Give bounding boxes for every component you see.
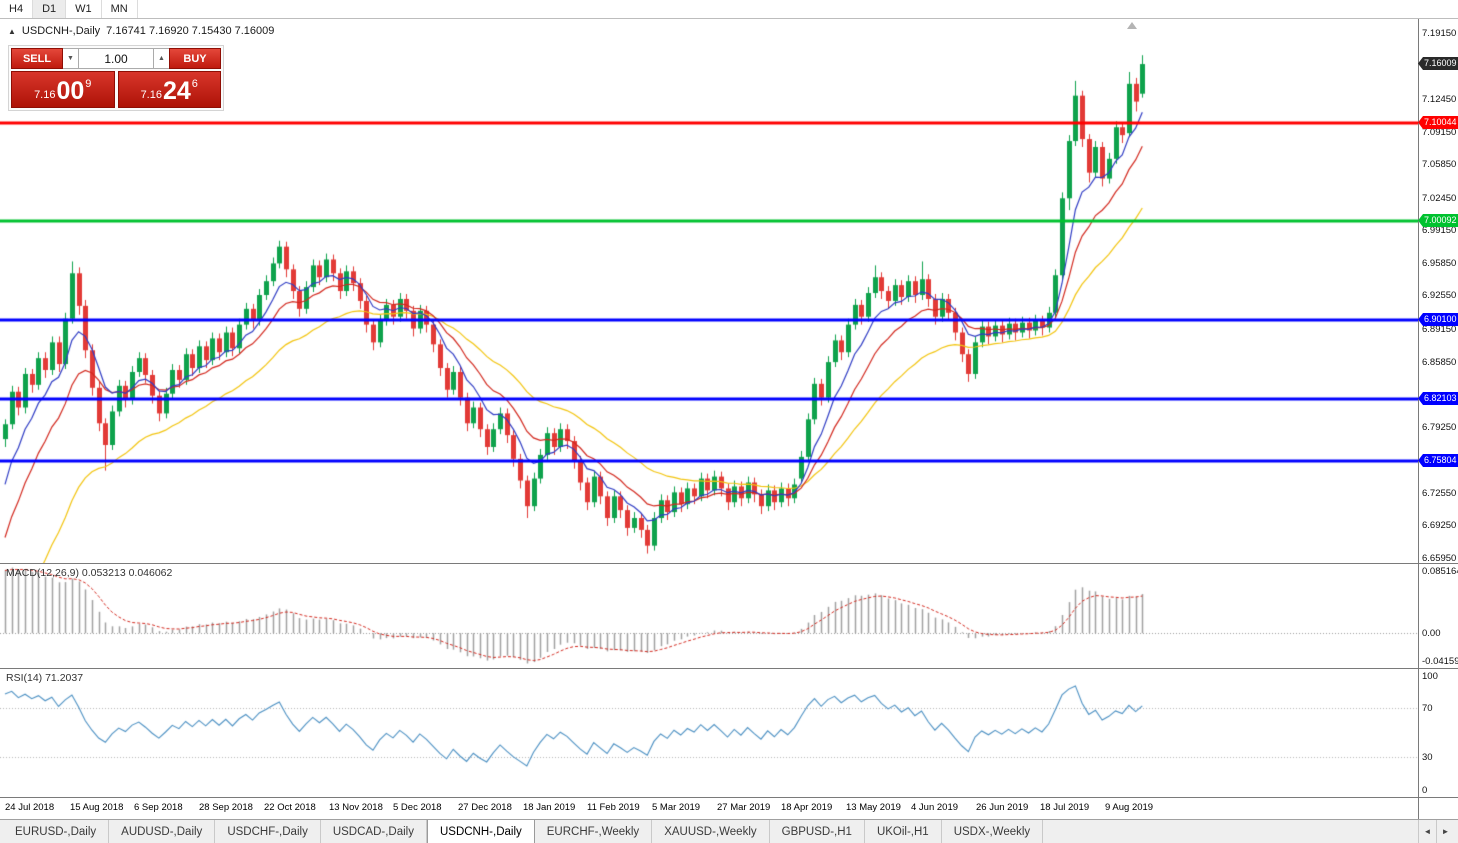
price-axis-label: 7.19150 [1422,28,1457,39]
buy-price-integer: 7.16 [140,89,162,101]
price-axis-label: 6.69250 [1422,520,1457,531]
macd-axis-label: 0.00 [1422,628,1441,639]
sell-price-pips: 00 [56,77,85,105]
tab-eurchf-weekly[interactable]: EURCHF-,Weekly [535,820,653,843]
price-axis-label: 6.85850 [1422,357,1457,368]
price-axis-label: 6.65950 [1422,553,1457,564]
chart-title: ▲ USDCNH-,Daily 7.16741 7.16920 7.15430 … [8,25,274,37]
buy-price-pips: 24 [162,77,191,105]
rsi-axis-label: 100 [1422,671,1438,682]
volume-input[interactable] [78,48,154,69]
price-axis-label: 6.79250 [1422,422,1457,433]
time-axis-label: 28 Sep 2018 [199,802,253,813]
time-axis-label: 26 Jun 2019 [976,802,1029,813]
volume-increase-button[interactable]: ▲ [154,48,169,69]
price-level-tag: 7.10044 [1418,116,1458,129]
tab-usdcad-daily[interactable]: USDCAD-,Daily [321,820,427,843]
time-axis-label: 22 Oct 2018 [264,802,316,813]
rsi-label: RSI(14) 71.2037 [6,672,84,684]
time-axis-label: 13 Nov 2018 [329,802,383,813]
axis-divider [1418,798,1419,819]
caret-up-icon: ▲ [158,55,165,62]
price-axis-label: 6.89150 [1422,324,1457,335]
symbol-marker-icon: ▲ [8,26,16,36]
buy-price-point: 6 [191,78,198,90]
rsi-axis-label: 30 [1422,752,1433,763]
price-axis-label: 7.12450 [1422,94,1457,105]
price-axis-label: 6.72550 [1422,488,1457,499]
time-axis-label: 18 Apr 2019 [781,802,833,813]
price-axis-label: 7.02450 [1422,193,1457,204]
macd-axis-label: 0.085164 [1422,566,1458,577]
rsi-axis-label: 70 [1422,703,1433,714]
time-axis-label: 15 Aug 2018 [70,802,124,813]
tab-usdcnh-daily[interactable]: USDCNH-,Daily [426,820,535,843]
chart-shift-marker-icon [1127,22,1137,29]
rsi-panel: RSI(14) 71.2037 100 70 30 0 [0,668,1458,797]
tab-audusd-daily[interactable]: AUDUSD-,Daily [109,820,216,843]
timeframe-h4-button[interactable]: H4 [0,0,34,18]
macd-axis-label: -0.04159 [1422,656,1458,667]
timeframe-d1-button[interactable]: D1 [33,0,67,18]
macd-canvas[interactable] [0,564,1419,668]
time-axis-label: 18 Jan 2019 [523,802,576,813]
sell-price-integer: 7.16 [34,89,56,101]
rsi-canvas[interactable] [0,669,1419,797]
sell-button[interactable]: SELL [11,48,63,69]
price-axis-label: 6.99150 [1422,225,1457,236]
tab-scroll-left-button[interactable]: ◄ [1418,820,1436,843]
tab-usdx-weekly[interactable]: USDX-,Weekly [942,820,1044,843]
tab-gbpusd-h1[interactable]: GBPUSD-,H1 [770,820,865,843]
time-axis-label: 24 Jul 2018 [5,802,55,813]
sell-price-point: 9 [85,78,92,90]
rsi-axis-label: 0 [1422,785,1428,796]
macd-panel: MACD(12,26,9) 0.053213 0.046062 0.085164… [0,563,1458,668]
price-level-tag: 7.00092 [1418,214,1458,227]
time-axis-label: 11 Feb 2019 [587,802,640,813]
tab-scroll-controls: ◄ ► [1418,820,1454,843]
macd-label: MACD(12,26,9) 0.053213 0.046062 [6,567,173,579]
tab-scroll-right-button[interactable]: ► [1436,820,1454,843]
price-level-tag: 6.75804 [1418,454,1458,467]
price-level-tag: 6.82103 [1418,392,1458,405]
sell-price-tile[interactable]: 7.16 00 9 [11,71,115,108]
volume-decrease-button[interactable]: ▼ [63,48,78,69]
tab-eurusd-daily[interactable]: EURUSD-,Daily [3,820,110,843]
time-axis-label: 6 Sep 2018 [134,802,183,813]
time-axis-label: 27 Dec 2018 [458,802,512,813]
price-level-tag: 6.90100 [1418,313,1458,326]
timeframe-toolbar: H4 D1 W1 MN [0,0,1458,19]
chart-symbol-label: USDCNH-,Daily [21,25,101,37]
caret-down-icon: ▼ [67,55,74,62]
price-axis-label: 7.09150 [1422,127,1457,138]
price-chart-canvas[interactable] [0,19,1419,563]
tab-ukoil-h1[interactable]: UKOil-,H1 [865,820,942,843]
timeframe-mn-button[interactable]: MN [102,0,138,18]
buy-price-tile[interactable]: 7.16 24 6 [117,71,221,108]
time-axis: 24 Jul 2018 15 Aug 2018 6 Sep 2018 28 Sep 2… [0,797,1458,819]
buy-button[interactable]: BUY [169,48,221,69]
time-axis-label: 4 Jun 2019 [911,802,959,813]
time-axis-label: 27 Mar 2019 [717,802,771,813]
price-axis-label: 7.05850 [1422,159,1457,170]
current-price-tag: 7.16009 [1418,57,1458,70]
time-axis-label: 18 Jul 2019 [1040,802,1090,813]
timeframe-w1-button[interactable]: W1 [66,0,102,18]
tab-xauusd-weekly[interactable]: XAUUSD-,Weekly [652,820,770,843]
time-axis-label: 13 May 2019 [846,802,901,813]
time-axis-label: 5 Dec 2018 [393,802,442,813]
tab-usdchf-daily[interactable]: USDCHF-,Daily [215,820,321,843]
price-axis-label: 6.95850 [1422,258,1457,269]
chart-tab-bar: EURUSD-,Daily AUDUSD-,Daily USDCHF-,Daily U… [0,819,1458,843]
chart-ohlc-values: 7.16741 7.16920 7.15430 7.16009 [106,25,275,37]
time-axis-label: 5 Mar 2019 [652,802,701,813]
time-axis-label: 9 Aug 2019 [1105,802,1154,813]
price-axis-label: 6.92550 [1422,290,1457,301]
price-chart-panel: ▲ USDCNH-,Daily 7.16741 7.16920 7.15430 … [0,19,1458,564]
